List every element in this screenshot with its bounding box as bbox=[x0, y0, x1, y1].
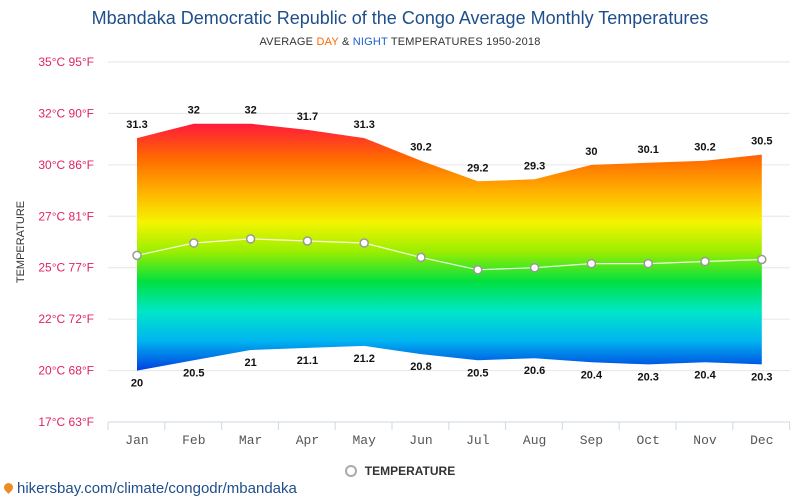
y-tick-label: 22°C 72°F bbox=[38, 312, 94, 326]
source-link[interactable]: hikersbay.com/climate/congodr/mbandaka bbox=[2, 480, 297, 497]
day-value-label: 31.3 bbox=[126, 119, 147, 131]
legend-marker-icon bbox=[344, 465, 357, 477]
y-tick-label: 17°C 63°F bbox=[38, 415, 94, 429]
night-value-label: 21.2 bbox=[353, 353, 374, 365]
day-night-area bbox=[137, 123, 762, 371]
night-value-label: 20.5 bbox=[467, 367, 488, 379]
y-tick-label: 35°C 95°F bbox=[38, 55, 94, 69]
chart-subtitle: AVERAGE DAY & NIGHT TEMPERATURES 1950-20… bbox=[0, 36, 800, 48]
average-line bbox=[136, 238, 762, 271]
x-tick-label: Aug bbox=[523, 433, 546, 448]
night-value-label: 20.8 bbox=[410, 361, 431, 373]
day-value-label: 30.2 bbox=[410, 142, 431, 154]
night-value-label: 20.4 bbox=[581, 369, 603, 381]
subtitle-amp: & bbox=[338, 36, 353, 48]
temperature-range-area bbox=[137, 123, 762, 371]
source-link-text: hikersbay.com/climate/congodr/mbandaka bbox=[17, 480, 297, 497]
x-axis-ticks: Jan Feb Mar Apr May Jun Jul Aug Sep Oct Nov Dec bbox=[125, 433, 773, 448]
night-value-label: 20.6 bbox=[524, 365, 545, 377]
x-tick-label: Mar bbox=[239, 433, 262, 448]
day-value-label: 30 bbox=[585, 146, 597, 158]
day-value-label: 31.3 bbox=[353, 119, 374, 131]
y-axis-ticks: 35°C 95°F 32°C 90°F 30°C 86°F 27°C 81°F 25°C… bbox=[38, 55, 94, 429]
night-value-label: 20.3 bbox=[751, 371, 772, 383]
y-axis-label: TEMPERATURE bbox=[15, 201, 27, 283]
legend-label: TEMPERATURE bbox=[364, 464, 456, 478]
average-point bbox=[643, 258, 653, 269]
y-tick-label: 25°C 77°F bbox=[38, 261, 94, 275]
x-tick-label: Jan bbox=[125, 433, 148, 448]
x-tick-label: Jun bbox=[409, 433, 432, 448]
average-point bbox=[529, 262, 540, 273]
night-value-label: 20.3 bbox=[637, 371, 658, 383]
day-value-label: 30.1 bbox=[637, 144, 658, 156]
x-tick-label: Oct bbox=[636, 433, 659, 448]
y-tick-label: 20°C 68°F bbox=[38, 364, 94, 378]
night-value-label: 21 bbox=[244, 357, 256, 369]
average-point bbox=[189, 238, 199, 248]
y-tick-label: 32°C 90°F bbox=[38, 106, 94, 120]
data-labels: 31.3 32 32 31.7 31.3 30.2 29.2 29.3 30 30.1 30.2 30… bbox=[126, 105, 772, 390]
x-tick-label: Apr bbox=[296, 433, 319, 448]
day-value-label: 29.2 bbox=[467, 162, 488, 174]
x-tick-label: Feb bbox=[182, 433, 205, 448]
location-pin-icon bbox=[2, 481, 15, 494]
average-point bbox=[700, 256, 710, 267]
subtitle-suffix: TEMPERATURES 1950-2018 bbox=[387, 36, 541, 48]
y-tick-label: 30°C 86°F bbox=[38, 158, 94, 172]
x-tick-label: Nov bbox=[693, 433, 717, 448]
average-point bbox=[132, 250, 142, 261]
x-tick-label: Jul bbox=[466, 433, 490, 448]
subtitle-day: DAY bbox=[316, 36, 339, 48]
night-value-label: 21.1 bbox=[297, 355, 318, 367]
average-point bbox=[473, 265, 483, 275]
y-tick-label: 27°C 81°F bbox=[38, 209, 94, 223]
x-tick-label: Dec bbox=[750, 433, 773, 448]
average-point bbox=[302, 236, 313, 246]
night-value-label: 20.5 bbox=[183, 367, 204, 379]
day-value-label: 30.5 bbox=[751, 136, 772, 148]
average-temperature-line bbox=[132, 234, 767, 275]
average-point bbox=[359, 238, 369, 248]
day-value-label: 29.3 bbox=[524, 160, 545, 172]
average-point bbox=[757, 254, 767, 265]
x-tick-label: May bbox=[352, 433, 376, 448]
day-value-label: 30.2 bbox=[694, 142, 715, 154]
night-value-label: 20 bbox=[131, 378, 143, 390]
average-point bbox=[245, 234, 256, 244]
day-value-label: 31.7 bbox=[297, 111, 318, 123]
day-value-label: 32 bbox=[188, 105, 200, 117]
x-tick-label: Sep bbox=[580, 433, 603, 448]
chart-title: Mbandaka Democratic Republic of the Cong… bbox=[91, 8, 709, 28]
average-point bbox=[416, 252, 426, 263]
subtitle-night: NIGHT bbox=[352, 36, 388, 48]
average-point bbox=[586, 258, 597, 269]
day-value-label: 32 bbox=[244, 105, 256, 117]
chart-legend[interactable]: TEMPERATURE bbox=[0, 464, 800, 478]
subtitle-prefix: AVERAGE bbox=[259, 36, 317, 48]
night-value-label: 20.4 bbox=[694, 369, 716, 381]
